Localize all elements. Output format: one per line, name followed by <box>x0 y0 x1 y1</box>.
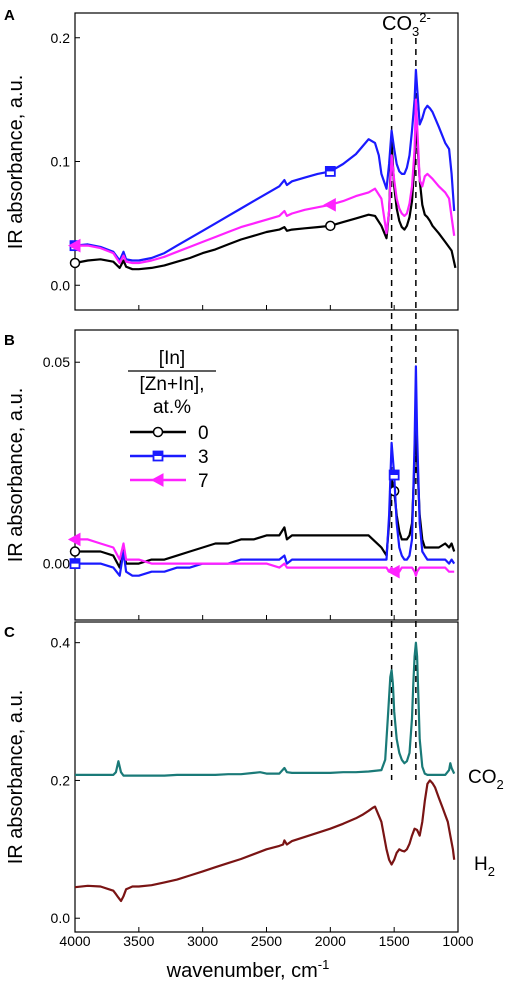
series-marker-B-3-fill <box>70 559 80 564</box>
x-tick-label: 2500 <box>251 933 282 949</box>
carbonate-text: CO <box>382 13 412 35</box>
x-tick-label: 3500 <box>123 933 154 949</box>
legend-title-unit: at.% <box>153 397 191 418</box>
x-axis-label: wavenumber, cm-1 <box>166 957 330 982</box>
x-axis-label-text: wavenumber, cm <box>166 960 318 982</box>
series-line-B-0 <box>75 401 456 569</box>
legend-label: 3 <box>198 447 209 468</box>
panel-a-ylabel: IR absorbance, a.u. <box>5 75 27 250</box>
series-line-B-7 <box>75 538 455 577</box>
y-tick-label: 0.00 <box>43 556 70 572</box>
legend-title-numerator: [In] <box>159 348 185 369</box>
h2-text: H <box>474 854 488 875</box>
h2-annotation: H2 <box>474 854 495 879</box>
legend-label: 0 <box>198 423 209 444</box>
series-marker-A-0 <box>325 220 336 232</box>
y-tick-label: 0.05 <box>43 354 70 370</box>
series-marker-A-7 <box>67 238 81 253</box>
y-tick-label: 0.2 <box>51 30 71 46</box>
panel-a-frame <box>74 12 459 311</box>
h2-sub: 2 <box>488 864 495 879</box>
co2-annotation: CO2 <box>468 767 504 792</box>
legend-title-denominator: [Zn+In], <box>140 374 205 395</box>
series-line-A-3 <box>74 68 456 262</box>
series-line-C-CO2 <box>75 641 456 777</box>
legend-label: 7 <box>198 471 209 492</box>
series-marker-B-3-fill <box>389 470 399 475</box>
legend: [In] [Zn+In], at.% 0 3 7 <box>128 348 216 492</box>
x-axis-label-sup: -1 <box>318 957 330 972</box>
series-marker-B-0 <box>69 546 81 557</box>
carbonate-sup: 2- <box>419 10 431 25</box>
series-marker-B-7 <box>387 564 400 579</box>
series-marker-A-3-fill <box>325 166 335 172</box>
series-line-B-3 <box>75 365 456 577</box>
x-tick-label: 3000 <box>187 933 218 949</box>
legend-marker-0 <box>152 426 164 438</box>
x-tick-label: 1000 <box>442 933 473 949</box>
carbonate-annotation: CO32- <box>382 10 431 39</box>
panel-c-ylabel: IR absorbance, a.u. <box>5 690 27 865</box>
y-tick-label: 0.0 <box>51 910 71 926</box>
panel-b-letter: B <box>4 332 15 349</box>
series-line-C-H2 <box>74 779 456 903</box>
panel-c-letter: C <box>4 624 15 641</box>
y-tick-label: 0.2 <box>51 772 71 788</box>
series-line-A-7 <box>75 98 456 265</box>
y-tick-label: 0.0 <box>51 277 71 293</box>
carbonate-sub: 3 <box>412 24 419 39</box>
panel-a-letter: A <box>4 7 15 24</box>
series-line-A-0 <box>74 123 457 271</box>
series-marker-A-7 <box>323 197 336 212</box>
x-tick-label: 1500 <box>379 933 410 949</box>
co2-sub: 2 <box>497 777 504 792</box>
co2-text: CO <box>468 767 497 788</box>
y-tick-label: 0.4 <box>51 635 71 651</box>
series-marker-B-7 <box>67 532 81 547</box>
panel-b-ylabel: IR absorbance, a.u. <box>5 388 27 563</box>
legend-marker-3-fill <box>153 451 163 456</box>
series-marker-A-0 <box>69 257 81 269</box>
x-tick-label: 2000 <box>315 933 346 949</box>
legend-marker-7 <box>150 473 164 487</box>
y-tick-label: 0.1 <box>51 154 71 170</box>
panel-c: C <box>4 621 459 933</box>
x-tick-label: 4000 <box>59 933 90 949</box>
